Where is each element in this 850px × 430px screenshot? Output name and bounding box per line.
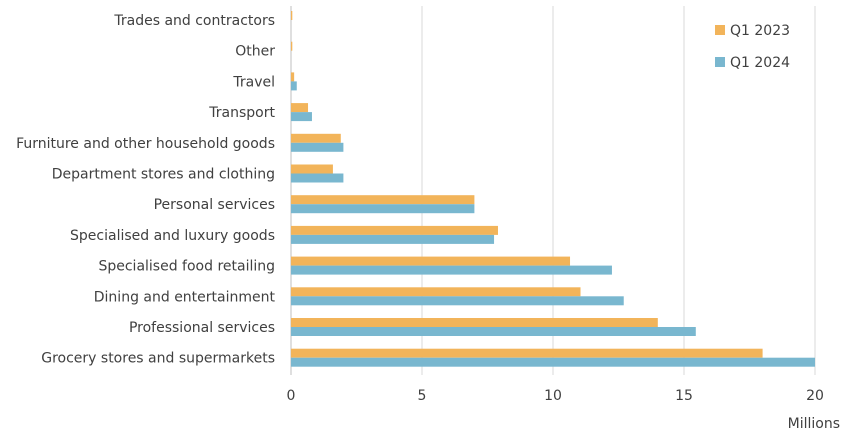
- category-label: Trades and contractors: [113, 13, 275, 29]
- bar-q1-2024: [291, 142, 344, 152]
- category-label: Professional services: [129, 320, 275, 336]
- category-label: Department stores and clothing: [52, 167, 275, 183]
- bar-q1-2023: [291, 164, 333, 174]
- bar-q1-2023: [291, 133, 341, 143]
- gridlines: [290, 6, 816, 375]
- bar-q1-2023: [291, 41, 293, 51]
- bar-q1-2024: [291, 234, 495, 244]
- bar-q1-2024: [291, 81, 297, 91]
- bars: [291, 11, 815, 367]
- bar-q1-2024: [291, 296, 624, 306]
- bar-q1-2023: [291, 348, 763, 358]
- category-labels: Trades and contractors Other Travel Transpo…: [16, 13, 275, 367]
- category-label: Travel: [232, 74, 275, 90]
- bar-q1-2023: [291, 225, 498, 235]
- bar-q1-2023: [291, 103, 309, 113]
- x-tick-label: 0: [287, 388, 296, 404]
- legend: Q1 2023 Q1 2024: [715, 23, 790, 71]
- x-tick-label: 15: [675, 388, 693, 404]
- category-label: Personal services: [154, 197, 275, 213]
- x-tick-label: 5: [418, 388, 427, 404]
- category-label: Other: [235, 44, 275, 60]
- legend-swatch: [715, 25, 725, 35]
- category-label: Specialised and luxury goods: [70, 228, 275, 244]
- category-label: Furniture and other household goods: [16, 136, 275, 152]
- category-label: Transport: [208, 105, 275, 121]
- category-label: Dining and entertainment: [94, 289, 276, 305]
- bar-q1-2023: [291, 318, 658, 327]
- bar-q1-2024: [291, 112, 312, 122]
- legend-swatch: [715, 57, 725, 67]
- legend-label: Q1 2024: [730, 55, 790, 71]
- bar-q1-2024: [291, 357, 815, 367]
- bar-q1-2023: [291, 287, 581, 297]
- bar-q1-2024: [291, 173, 344, 183]
- legend-label: Q1 2023: [730, 23, 790, 39]
- bar-q1-2023: [291, 195, 475, 205]
- category-label: Specialised food retailing: [98, 259, 275, 275]
- bar-q1-2024: [291, 204, 475, 214]
- bar-q1-2023: [291, 11, 293, 20]
- x-tick-labels: 0 5 10 15 20: [287, 388, 824, 404]
- bar-q1-2023: [291, 256, 571, 266]
- x-tick-label: 10: [544, 388, 562, 404]
- x-axis-unit-label: Millions: [788, 416, 840, 430]
- category-label: Grocery stores and supermarkets: [41, 351, 275, 367]
- x-tick-label: 20: [806, 388, 824, 404]
- bar-q1-2024: [291, 265, 612, 275]
- bar-q1-2024: [291, 327, 696, 336]
- bar-q1-2023: [291, 72, 295, 82]
